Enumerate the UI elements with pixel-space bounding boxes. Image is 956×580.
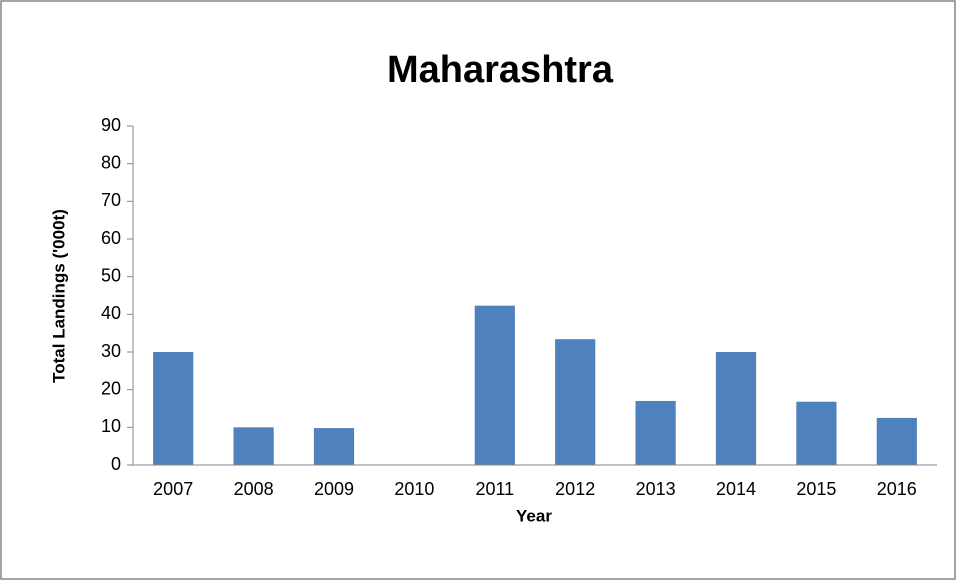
bar — [715, 352, 757, 465]
x-tick-label: 2010 — [394, 479, 434, 499]
y-tick-label: 20 — [101, 378, 121, 398]
bar — [876, 417, 917, 465]
bar — [474, 305, 515, 465]
y-tick-label: 80 — [101, 152, 121, 172]
chart-title: Maharashtra — [387, 49, 614, 91]
x-tick-label: 2008 — [234, 479, 274, 499]
x-axis-title: Year — [516, 506, 552, 525]
bar — [796, 401, 837, 465]
y-tick-label: 0 — [111, 454, 121, 474]
bar — [313, 428, 355, 465]
y-tick-label: 90 — [101, 115, 121, 135]
y-tick-label: 70 — [101, 190, 121, 210]
y-tick-label: 40 — [101, 303, 121, 323]
x-tick-label: 2012 — [555, 479, 595, 499]
x-tick-label: 2016 — [877, 479, 917, 499]
y-tick-label: 10 — [101, 416, 121, 436]
bar — [233, 427, 274, 465]
x-tick-label: 2013 — [636, 479, 676, 499]
bar — [635, 400, 676, 465]
x-tick-label: 2014 — [716, 479, 756, 499]
y-tick-label: 50 — [101, 265, 121, 285]
y-axis-title: Total Landings ('000t) — [49, 209, 68, 383]
y-tick-label: 60 — [101, 228, 121, 248]
bar — [153, 352, 194, 465]
x-tick-label: 2009 — [314, 479, 354, 499]
bar — [555, 339, 596, 465]
x-tick-label: 2007 — [153, 479, 193, 499]
x-tick-label: 2015 — [796, 479, 836, 499]
x-tick-label: 2011 — [475, 479, 514, 499]
y-tick-label: 30 — [101, 341, 121, 361]
